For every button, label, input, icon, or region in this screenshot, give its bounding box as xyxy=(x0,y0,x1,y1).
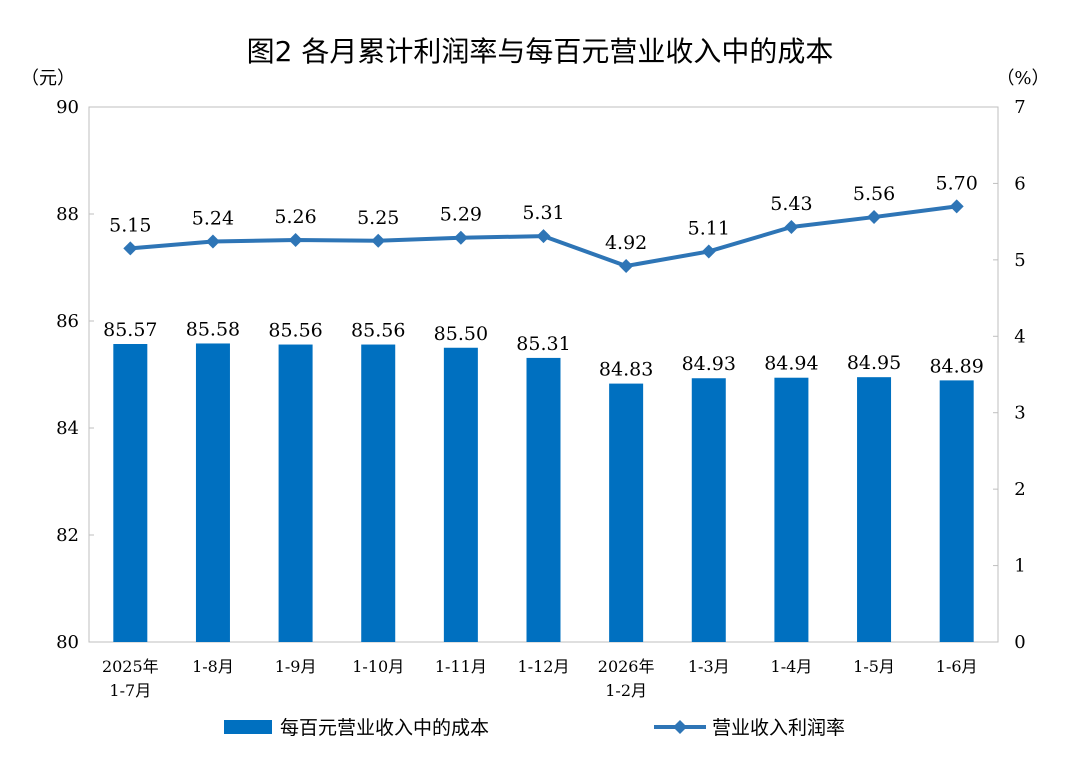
line-point xyxy=(867,210,882,225)
line-data-label: 5.29 xyxy=(440,204,482,226)
x-tick-label: 2026年 xyxy=(598,657,655,676)
chart-title: 图2 各月累计利润率与每百元营业收入中的成本 xyxy=(247,35,834,68)
bar-data-label: 84.83 xyxy=(599,359,653,381)
bar xyxy=(113,344,148,642)
left-tick-label: 82 xyxy=(56,525,79,546)
x-tick-label: 1-9月 xyxy=(275,657,317,676)
bar xyxy=(857,377,892,642)
x-tick-label: 1-6月 xyxy=(936,657,978,676)
bar-data-label: 85.57 xyxy=(103,319,157,341)
right-tick-label: 4 xyxy=(1014,326,1025,347)
right-tick-label: 0 xyxy=(1014,632,1025,653)
line-data-label: 5.26 xyxy=(274,206,316,228)
line-point xyxy=(949,199,964,214)
x-tick-label: 1-2月 xyxy=(605,681,647,700)
x-tick-label: 1-4月 xyxy=(771,657,813,676)
bar-data-label: 84.89 xyxy=(929,355,983,377)
line-data-label: 5.70 xyxy=(936,172,978,194)
right-tick-label: 5 xyxy=(1014,250,1025,271)
line-data-label: 5.56 xyxy=(853,183,895,205)
x-tick-label: 1-8月 xyxy=(192,657,234,676)
axis-layer: 80 82 84 86 88 90 0 1 2 3 4 5 6 7 2025年 1-7月 1-8月 1-9月 1-1… xyxy=(56,97,1026,700)
bar-data-label: 84.95 xyxy=(847,352,901,374)
line-point xyxy=(205,234,220,249)
x-tick-label: 1-3月 xyxy=(688,657,730,676)
line-data-label: 5.25 xyxy=(357,207,399,229)
bar xyxy=(278,344,313,642)
line-data-label: 4.92 xyxy=(605,232,647,254)
line-point xyxy=(619,258,634,273)
line-point xyxy=(536,229,551,244)
bar xyxy=(939,380,974,642)
left-axis-unit: （元） xyxy=(21,68,75,89)
bar-data-label: 85.56 xyxy=(351,320,405,342)
line-point xyxy=(371,233,386,248)
bar-data-label: 84.93 xyxy=(682,353,736,375)
bar xyxy=(774,377,809,642)
line-layer: 5.15 5.24 5.26 5.25 5.29 5.31 4.92 5.11 5.43 5.56… xyxy=(109,172,978,273)
legend-line-label: 营业收入利润率 xyxy=(712,717,845,739)
x-tick-label: 1-10月 xyxy=(352,657,404,676)
line-point xyxy=(784,219,799,234)
legend-bar-swatch xyxy=(224,720,272,734)
x-tick-label: 1-11月 xyxy=(435,657,487,676)
left-tick-label: 84 xyxy=(56,418,79,439)
line-data-label: 5.43 xyxy=(770,193,812,215)
bar xyxy=(609,383,644,642)
x-tick-label: 1-5月 xyxy=(853,657,895,676)
legend-bar-label: 每百元营业收入中的成本 xyxy=(280,717,489,739)
line-point xyxy=(701,244,716,259)
right-tick-label: 2 xyxy=(1014,479,1025,500)
x-tick-label: 1-7月 xyxy=(109,681,151,700)
bar xyxy=(361,344,396,642)
left-tick-label: 90 xyxy=(56,97,79,118)
line-data-label: 5.31 xyxy=(522,202,564,224)
line-data-label: 5.11 xyxy=(688,217,730,239)
line-data-label: 5.15 xyxy=(109,214,151,236)
right-tick-label: 3 xyxy=(1014,403,1025,424)
legend: 每百元营业收入中的成本 营业收入利润率 xyxy=(224,717,845,739)
line-data-label: 5.24 xyxy=(192,208,234,230)
bar-data-label: 85.58 xyxy=(186,318,240,340)
bar xyxy=(443,347,478,642)
bar xyxy=(691,378,726,642)
bars-layer: 85.57 85.58 85.56 85.56 85.50 85.31 84.83 84.93… xyxy=(103,318,984,642)
line-point xyxy=(123,241,138,256)
x-tick-label: 1-12月 xyxy=(518,657,570,676)
right-tick-label: 1 xyxy=(1014,556,1025,577)
right-axis-unit: （%） xyxy=(996,68,1049,89)
line-point xyxy=(453,230,468,245)
left-tick-label: 88 xyxy=(56,204,79,225)
legend-line-marker xyxy=(673,720,687,734)
bar xyxy=(195,343,230,642)
bar-data-label: 84.94 xyxy=(764,353,818,375)
left-tick-label: 86 xyxy=(56,311,79,332)
right-tick-label: 7 xyxy=(1014,97,1025,118)
x-tick-label: 2025年 xyxy=(102,657,159,676)
bar-data-label: 85.50 xyxy=(434,323,488,345)
left-tick-label: 80 xyxy=(56,632,79,653)
bar-data-label: 85.56 xyxy=(268,320,322,342)
bar xyxy=(526,357,561,642)
right-tick-label: 6 xyxy=(1014,173,1025,194)
bar-data-label: 85.31 xyxy=(516,333,570,355)
line-point xyxy=(288,232,303,247)
